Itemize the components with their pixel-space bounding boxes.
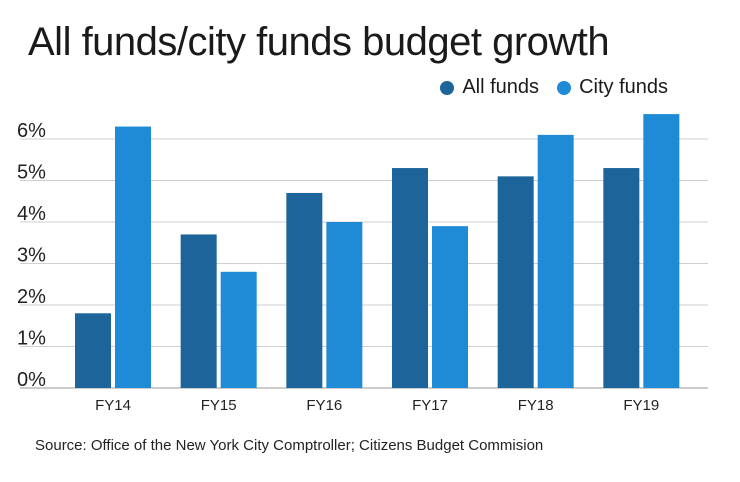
legend-item-all-funds: All funds [440,76,539,99]
bar-city-funds-fy15 [220,271,257,388]
legend-item-city-funds: City funds [557,76,668,99]
bar-all-funds-fy14 [75,313,111,388]
bar-all-funds-fy15 [180,234,217,388]
bar-all-funds-fy16 [286,192,323,388]
x-tick-label-fy14: FY14 [95,397,131,414]
bar-all-funds-fy19 [603,168,640,388]
legend-label-all-funds: All funds [462,76,540,98]
x-tick-label-fy15: FY15 [201,397,237,414]
y-tick-label-3: 3% [17,245,46,267]
y-tick-label-1: 1% [17,328,46,350]
y-tick-label-0: 0% [17,369,46,391]
chart-title: All funds/city funds budget growth [28,20,610,64]
bar-city-funds-fy19 [643,114,680,388]
x-tick-label-fy16: FY16 [306,397,342,414]
bar-all-funds-fy18 [497,176,534,388]
legend-label-city-funds: City funds [579,76,668,98]
bar-city-funds-fy16 [326,222,363,388]
legend-swatch-all-funds [440,80,455,95]
y-tick-label-2: 2% [17,286,46,308]
y-tick-label-6: 6% [17,120,46,142]
bar-city-funds-fy18 [537,134,574,388]
source-note: Source: Office of the New York City Comp… [35,437,544,454]
x-tick-label-fy17: FY17 [412,397,448,414]
bar-all-funds-fy17 [392,168,428,388]
x-tick-label-fy18: FY18 [518,397,554,414]
y-tick-label-4: 4% [17,203,46,225]
bar-city-funds-fy17 [432,226,468,388]
x-tick-label-fy19: FY19 [623,397,659,414]
bar-city-funds-fy14 [115,126,151,389]
y-tick-label-5: 5% [17,162,46,184]
legend-swatch-city-funds [557,80,572,95]
legend: All funds City funds [432,76,668,99]
